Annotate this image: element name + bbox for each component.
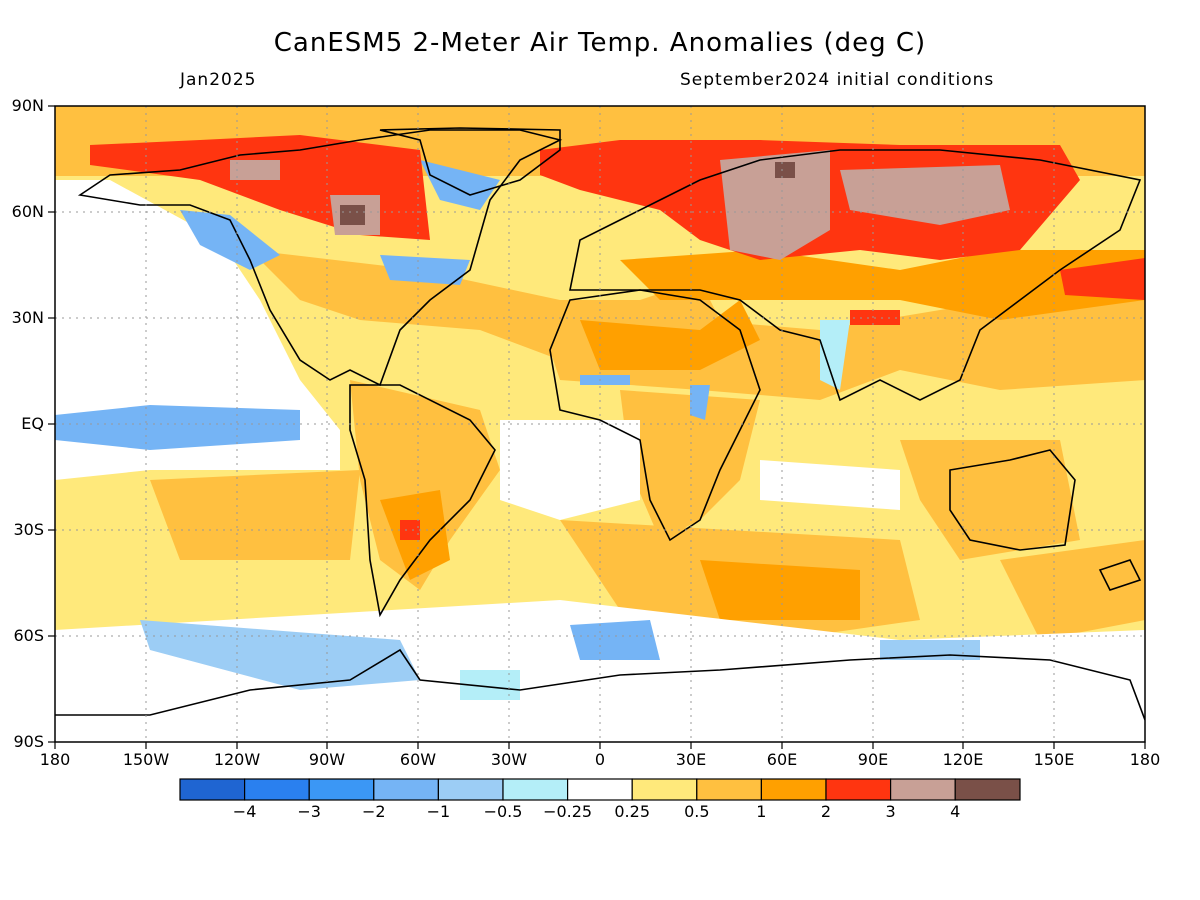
axis-ticks (48, 105, 1146, 749)
lon-label: 60E (766, 750, 798, 769)
colorbar-swatch (244, 778, 310, 801)
lat-label: 60N (11, 202, 44, 221)
antarctica-outline (55, 648, 1145, 721)
lon-label: 90W (308, 750, 346, 769)
australia-outline (949, 449, 1076, 551)
coastlines (55, 127, 1145, 721)
lat-label: 30N (11, 308, 44, 327)
lon-label: 150E (1033, 750, 1075, 769)
colorbar-label: −2 (362, 802, 386, 821)
initial-conditions: September2024 initial conditions (680, 70, 995, 90)
pacific-cool-region (55, 405, 300, 450)
lat-label: 90N (11, 96, 44, 115)
colorbar-label: 4 (950, 802, 961, 821)
lon-label: 90E (857, 750, 889, 769)
lon-label: 30E (675, 750, 707, 769)
alaska-cool-region (180, 210, 280, 270)
lon-label: 120W (213, 750, 261, 769)
lat-label: EQ (21, 414, 44, 433)
lon-label: 0 (594, 750, 606, 769)
lon-label: 150W (122, 750, 170, 769)
colorbar-label: 3 (885, 802, 896, 821)
colorbar-label: 1 (756, 802, 767, 821)
africa-outline (549, 289, 761, 542)
lat-label: 60S (13, 626, 44, 645)
colorbar-swatch (760, 778, 827, 801)
colorbar-label: −0.25 (543, 802, 593, 821)
colorbar-swatch (631, 778, 698, 801)
colorbar-swatch (373, 778, 439, 801)
forecast-period: Jan2025 (180, 70, 257, 90)
colorbar-swatch (502, 778, 569, 801)
lon-label: 30W (490, 750, 528, 769)
lat-label: 30S (13, 520, 44, 539)
lon-label: 60W (399, 750, 437, 769)
new-zealand-outline (1098, 559, 1142, 591)
siberia-hot-region (720, 150, 830, 260)
colorbar-swatch (566, 778, 633, 801)
colorbar-swatch (437, 778, 504, 801)
colorbar-swatch (696, 778, 762, 801)
colorbar (179, 778, 1021, 801)
colorbar-label: 0.5 (684, 802, 710, 821)
lon-label: 120E (942, 750, 984, 769)
colorbar-swatch (954, 778, 1021, 801)
eurasia-outline (569, 149, 1142, 402)
lat-label: 90S (13, 732, 44, 751)
colorbar-label: −1 (426, 802, 451, 821)
colorbar-swatch (308, 778, 375, 801)
greenland-outline (379, 127, 561, 196)
grid-lines (55, 106, 1145, 742)
colorbar-swatch (179, 778, 246, 801)
lon-label: 180 (39, 750, 71, 769)
colorbar-swatch (825, 778, 892, 801)
south-america-outline (349, 384, 496, 618)
colorbar-label: −3 (297, 802, 321, 821)
colorbar-label: 0.25 (614, 802, 650, 821)
north-america-outline (77, 129, 563, 387)
colorbar-swatch (889, 778, 956, 801)
colorbar-label: 2 (820, 802, 832, 821)
colorbar-label: −4 (232, 802, 257, 821)
colorbar-label: −0.5 (483, 802, 523, 821)
lon-label: 180 (1129, 750, 1161, 769)
map-title: CanESM5 2-Meter Air Temp. Anomalies (deg… (273, 28, 927, 58)
southern-cool-region (140, 620, 420, 690)
